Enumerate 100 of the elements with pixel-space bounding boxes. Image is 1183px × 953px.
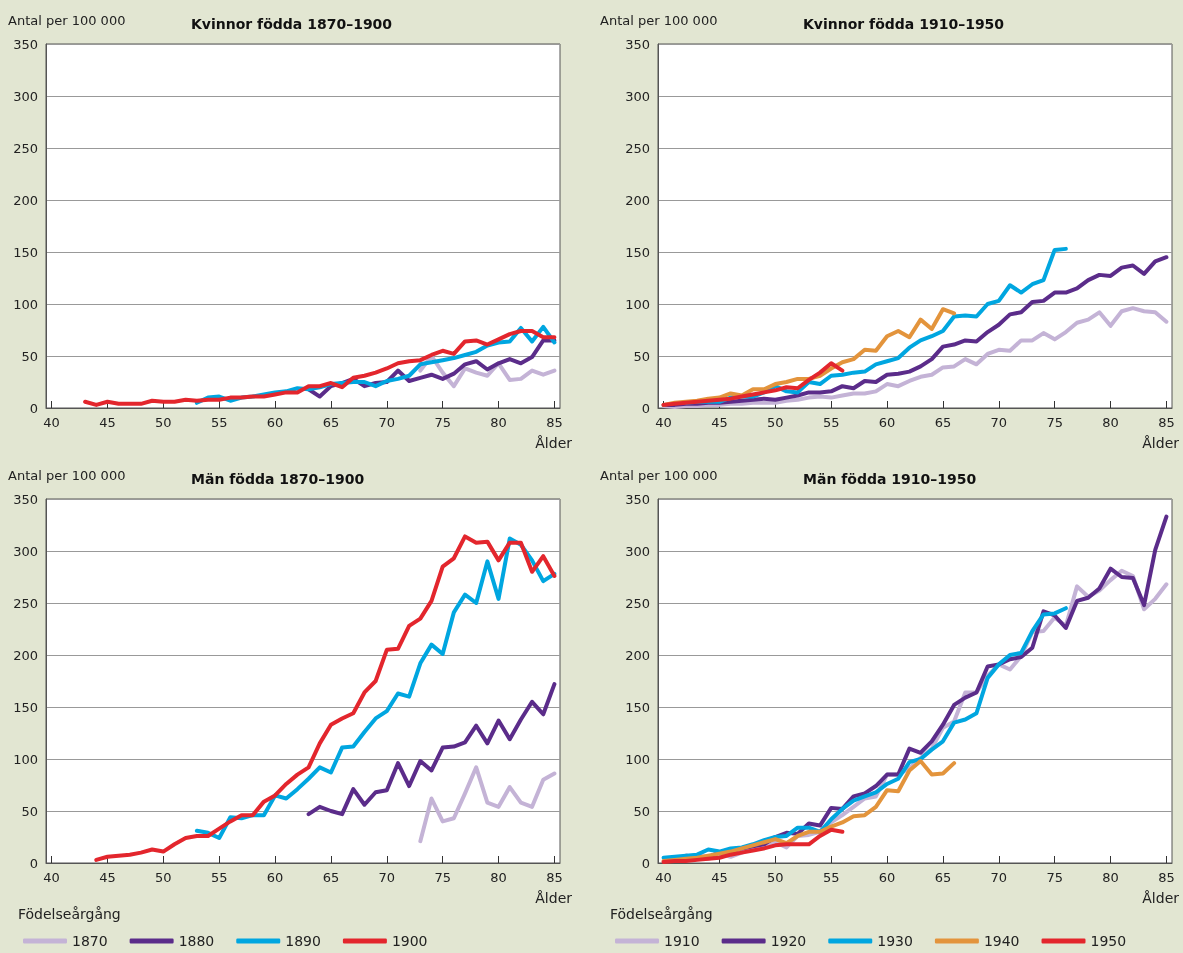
x-tick-label: 60 [266,870,284,885]
x-tick-label: 60 [266,415,284,430]
y-tick-label: 100 [13,296,38,312]
line-series [661,361,845,407]
y-tick-label: 300 [625,543,650,559]
x-tick-label: 75 [1046,870,1063,885]
y-tick-label: 50 [633,348,650,364]
x-tick-label: 45 [99,415,116,430]
y-axis-title: Antal per 100 000 [8,468,126,483]
line-series [661,759,957,863]
y-tick-label: 100 [13,751,38,767]
x-tick-label: 80 [1102,415,1119,430]
x-tick-label: 45 [711,415,728,430]
y-tick-label: 300 [13,543,38,559]
y-tick-label: 150 [13,244,38,260]
legend-label: 1900 [391,933,428,949]
x-axis-title: Ålder [535,890,573,906]
line-series [83,329,557,407]
y-tick-label: 250 [13,595,38,611]
y-tick-label: 350 [13,36,38,52]
x-tick-label: 50 [767,870,784,885]
x-tick-label: 80 [1102,870,1119,885]
x-tick-label: 45 [99,870,116,885]
legend-label: 1920 [770,933,807,949]
line-series [661,306,1169,409]
x-tick-label: 65 [322,415,340,430]
legend-label: 1880 [178,933,215,949]
y-tick-label: 150 [625,244,650,260]
y-tick-label: 200 [625,647,650,663]
y-tick-label: 150 [625,699,650,715]
chart-title: Män födda 1910–1950 [803,471,977,487]
chart-title: Män födda 1870–1900 [191,471,365,487]
x-tick-label: 65 [322,870,340,885]
legend-label: 1890 [285,933,321,949]
x-tick-label: 40 [655,870,672,885]
legend-label: 1950 [1090,933,1127,949]
x-tick-label: 45 [711,870,728,885]
chart-title: Kvinnor födda 1870–1900 [191,16,393,32]
y-tick-label: 200 [13,192,38,208]
x-tick-label: 60 [878,415,896,430]
y-tick-label: 250 [625,595,650,611]
line-series [661,606,1068,860]
x-tick-label: 55 [822,870,840,885]
y-tick-label: 0 [641,855,650,871]
y-tick-label: 0 [29,855,38,871]
x-tick-label: 40 [43,415,60,430]
y-tick-label: 100 [625,296,650,312]
x-tick-label: 85 [546,870,563,885]
y-tick-label: 300 [625,88,650,104]
legend-label: 1940 [983,933,1020,949]
y-tick-label: 300 [13,88,38,104]
x-tick-label: 70 [990,870,1008,885]
line-series [418,765,557,844]
legend-title: Födelseårgång [18,906,121,922]
x-tick-label: 65 [934,415,952,430]
y-axis-title: Antal per 100 000 [8,13,126,28]
y-tick-label: 200 [13,647,38,663]
x-tick-label: 75 [434,415,451,430]
x-axis-title: Ålder [1142,890,1180,906]
x-tick-label: 75 [434,870,451,885]
y-tick-label: 150 [13,699,38,715]
x-tick-label: 40 [43,870,60,885]
y-tick-label: 200 [625,192,650,208]
x-tick-label: 70 [378,415,396,430]
legend-label: 1910 [664,933,700,949]
y-tick-label: 350 [625,36,650,52]
y-tick-label: 250 [625,140,650,156]
x-tick-label: 70 [378,870,396,885]
x-tick-label: 60 [878,870,896,885]
x-tick-label: 80 [490,415,507,430]
y-tick-label: 50 [21,803,38,819]
y-tick-label: 100 [625,751,650,767]
line-series [306,682,557,817]
x-tick-label: 50 [767,415,784,430]
y-tick-label: 350 [625,491,650,507]
x-tick-label: 50 [155,415,172,430]
x-tick-label: 40 [655,415,672,430]
y-tick-label: 50 [633,803,650,819]
x-axis-title: Ålder [535,435,573,451]
x-axis-title: Ålder [1142,435,1180,451]
legend-label: 1930 [877,933,913,949]
x-tick-label: 55 [210,415,228,430]
x-tick-label: 55 [822,415,840,430]
x-tick-label: 50 [155,870,172,885]
y-tick-label: 350 [13,491,38,507]
line-series [94,534,557,862]
x-tick-label: 85 [1158,870,1175,885]
line-series [661,827,845,864]
x-tick-label: 55 [210,870,228,885]
y-tick-label: 0 [641,400,650,416]
x-tick-label: 85 [546,415,563,430]
x-tick-label: 70 [990,415,1008,430]
x-tick-label: 75 [1046,415,1063,430]
legend-label: 1870 [72,933,108,949]
x-tick-label: 85 [1158,415,1175,430]
x-tick-label: 80 [490,870,507,885]
y-tick-label: 50 [21,348,38,364]
legend-title: Födelseårgång [610,906,713,922]
y-axis-title: Antal per 100 000 [600,13,718,28]
y-tick-label: 0 [29,400,38,416]
